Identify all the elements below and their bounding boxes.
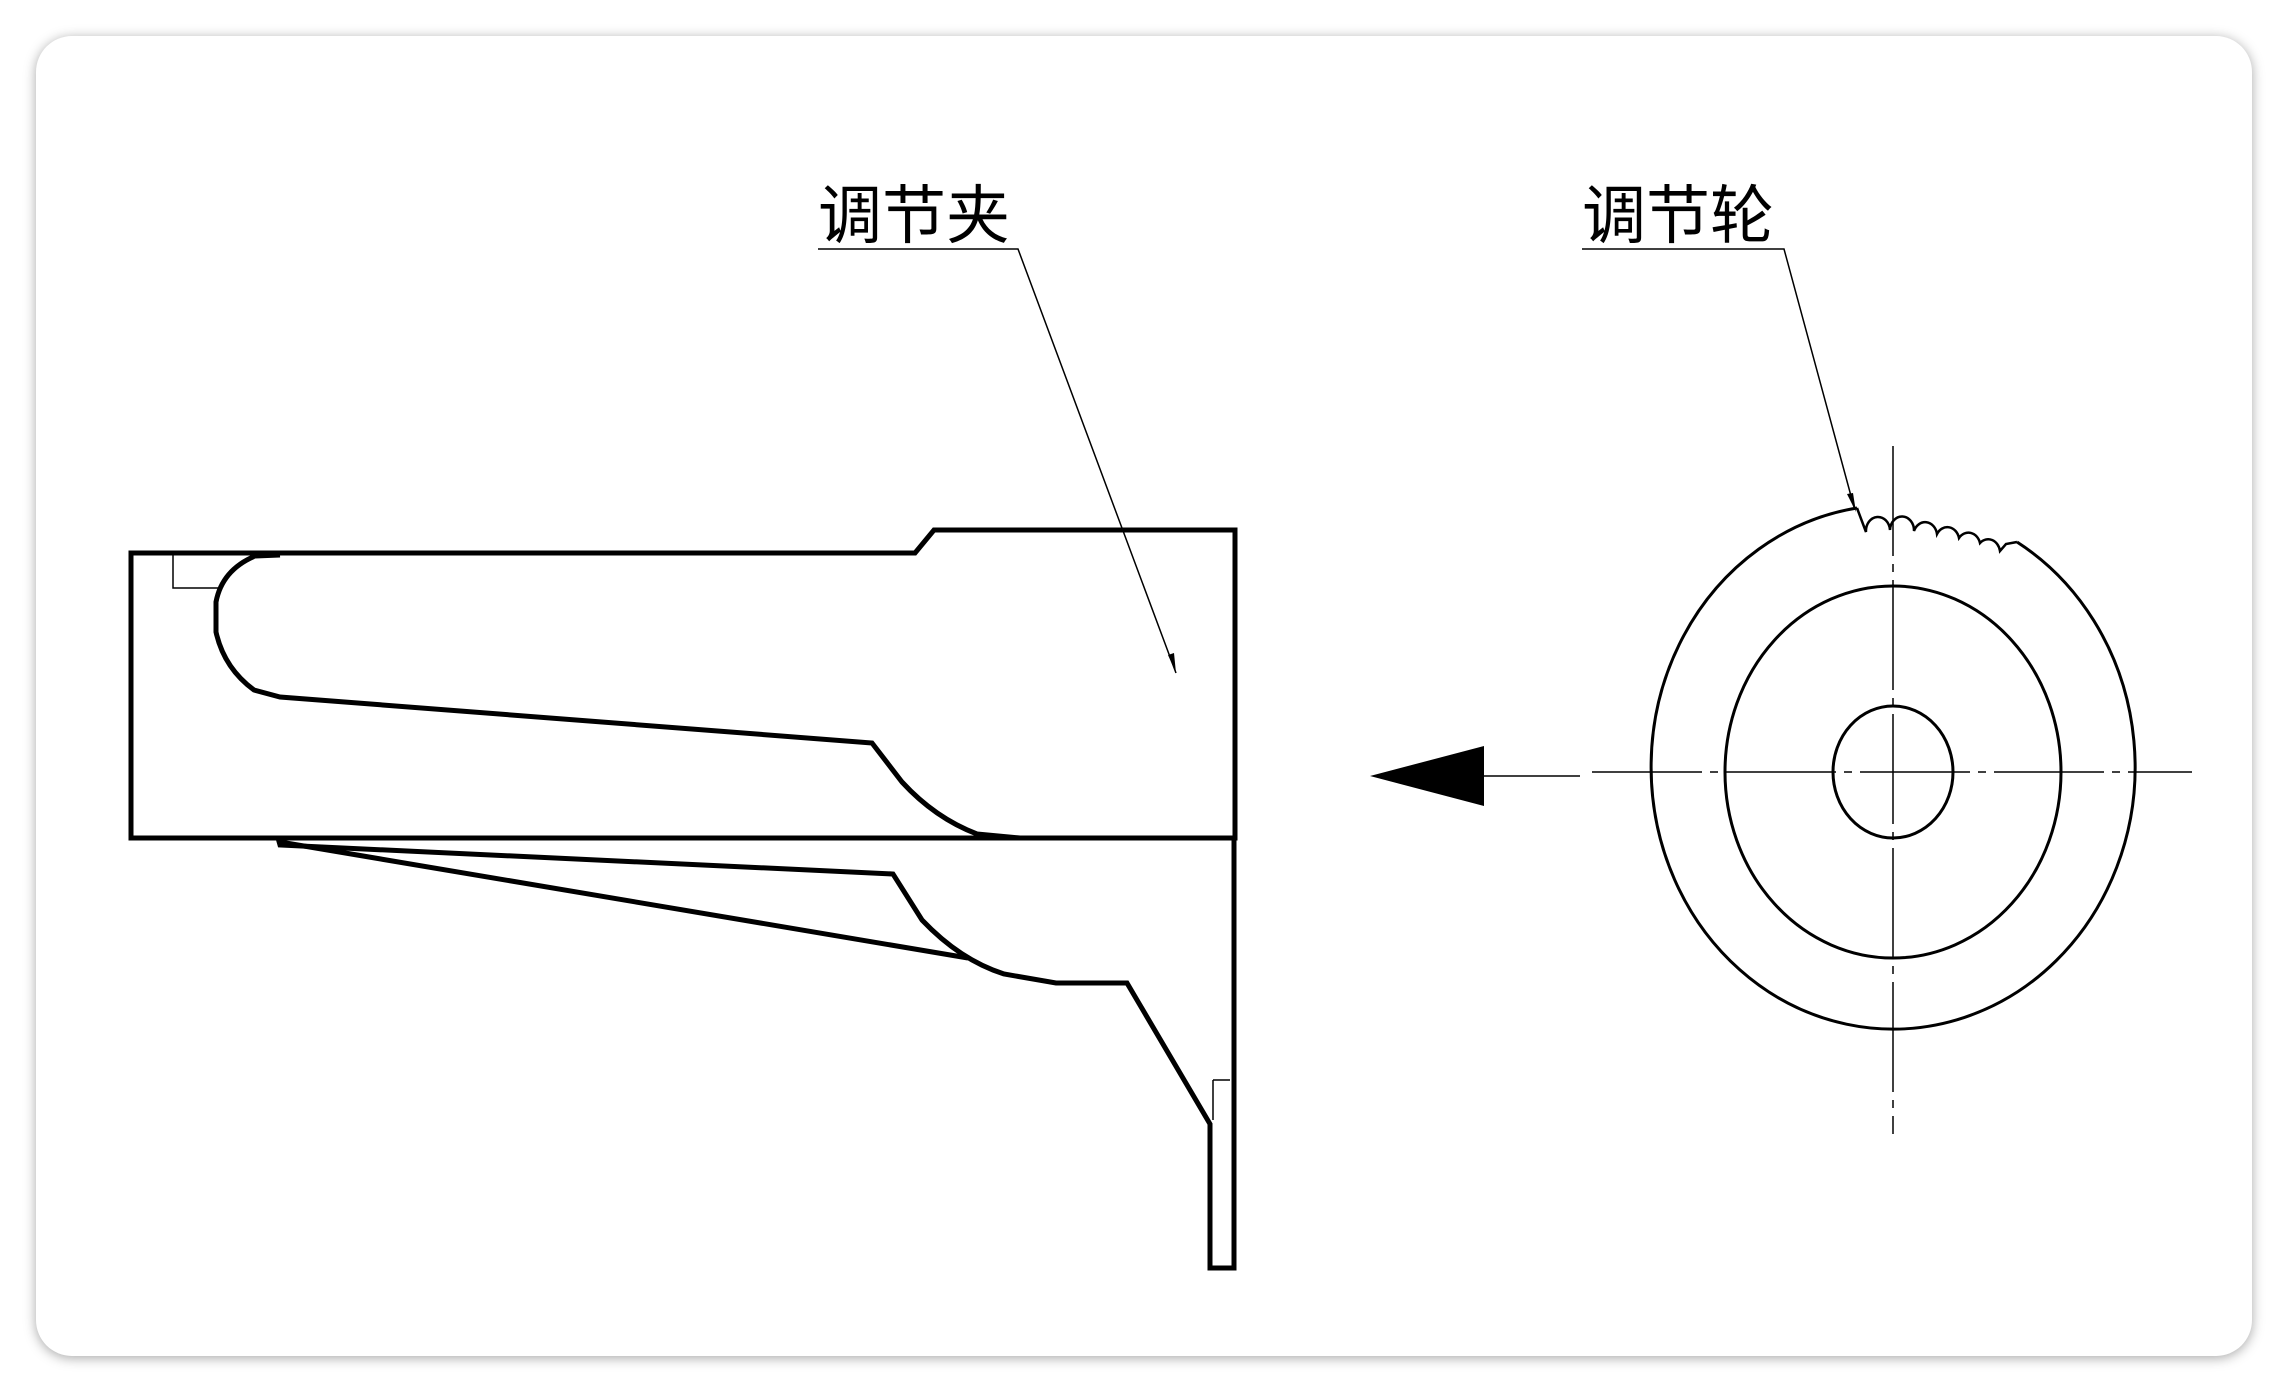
wheel-outer-rim	[1649, 506, 2137, 1031]
wheel-leader-arrowhead	[1847, 493, 1856, 512]
clip-leader-arrowhead	[1168, 653, 1176, 673]
wheel-leader-line	[1582, 248, 1855, 508]
view-arrow	[1370, 746, 1580, 806]
adjustment-clip	[128, 527, 1238, 1271]
clip-construction-mark-left	[172, 555, 222, 589]
adjustment-wheel	[1592, 446, 2192, 1134]
drawing-card	[36, 36, 2252, 1356]
wheel-label: 调节轮	[1582, 180, 1774, 254]
clip-leader-line	[818, 248, 1177, 674]
clip-label: 调节夹	[818, 180, 1010, 254]
wheel-hub-circle	[1831, 704, 1955, 840]
view-arrow-head	[1370, 746, 1484, 806]
clip-upper-slot	[213, 552, 1021, 841]
clip-lower-arm	[275, 837, 1237, 1271]
clip-arm-inner-line	[279, 839, 969, 961]
clip-outer-body	[128, 527, 1238, 841]
wheel-middle-circle	[1723, 584, 2063, 960]
wheel-knurl-teeth	[1855, 507, 2018, 554]
